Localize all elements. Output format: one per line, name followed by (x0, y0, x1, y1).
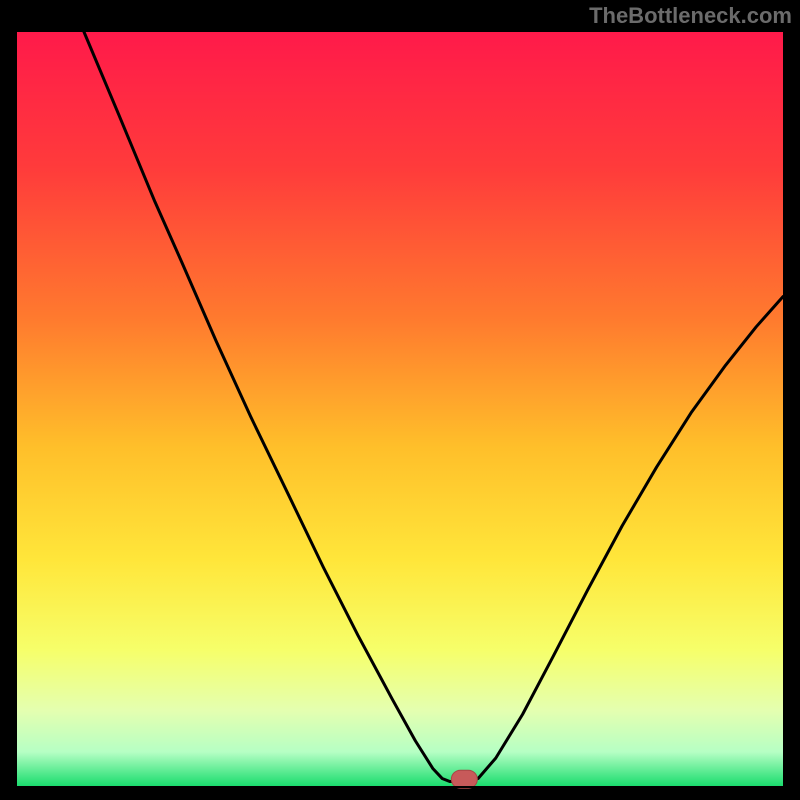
plot-frame (15, 30, 785, 788)
watermark-text: TheBottleneck.com (589, 3, 792, 29)
